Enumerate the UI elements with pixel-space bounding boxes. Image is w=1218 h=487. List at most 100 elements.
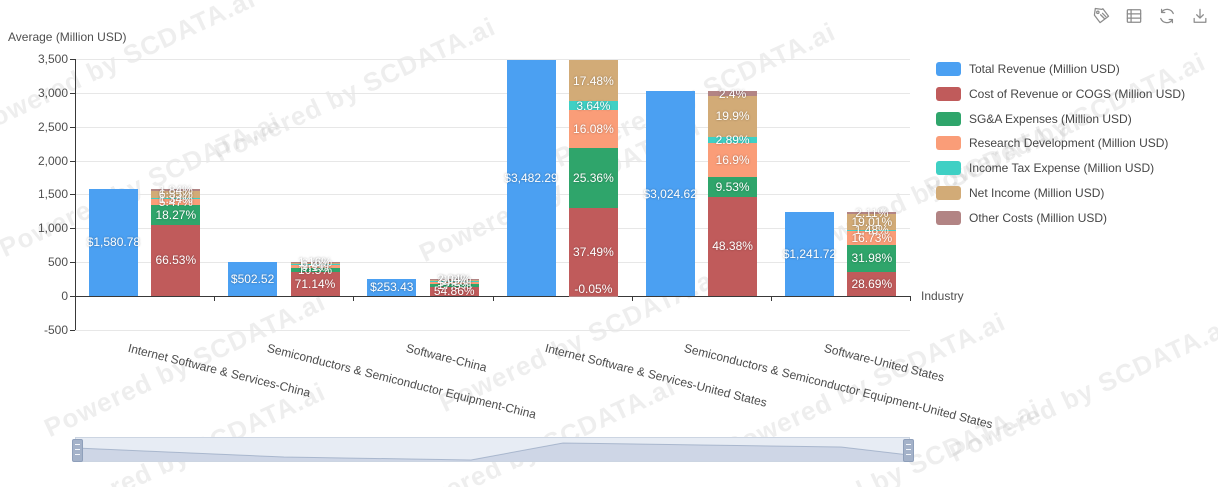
stack-slice[interactable] [568,60,618,102]
legend-swatch [936,136,961,151]
stack-slice-label: 18.27% [155,208,197,222]
watermark-text: Powered by SCDATA.ai [944,311,1218,468]
cost-breakdown-stack[interactable]: 48.38% 9.53% 16.9% 2.89% 19.9% 2.4% [708,0,758,487]
total-revenue-bar[interactable]: $3,482.29 [504,60,558,296]
table-view-icon[interactable] [1124,6,1144,26]
stack-slice[interactable] [151,224,201,296]
y-tick-label: 1,500 [37,187,68,202]
stack-slice-label: 3.64% [576,98,611,113]
stack-slice[interactable] [429,280,479,282]
legend-label: Total Revenue (Million USD) [969,62,1120,76]
x-tick-mark [631,296,633,301]
x-category-label: Software-China [404,341,489,375]
legend-item[interactable]: Total Revenue (Million USD) [936,62,1120,76]
legend-item[interactable]: Cost of Revenue or COGS (Million USD) [936,86,1186,101]
y-tick-mark [70,58,75,60]
datazoom-slider[interactable] [72,437,914,462]
stack-slice[interactable] [568,207,618,296]
stack-slice[interactable] [847,271,897,296]
y-tick-mark [70,262,75,264]
legend-label: Income Tax Expense (Million USD) [969,161,1155,176]
download-icon[interactable] [1190,6,1210,26]
stack-slice[interactable] [429,281,479,284]
stack-slice-label: 19.01% [851,214,893,229]
stack-slice-label: 66.53% [155,253,197,268]
total-revenue-bar[interactable]: $3,024.62 [643,91,697,296]
stack-slice[interactable] [290,271,340,296]
stack-slice-label: 9.6% [440,273,468,287]
stack-slice[interactable] [290,265,340,269]
datazoom-right-handle[interactable] [903,439,914,462]
total-revenue-value-label: $3,024.62 [643,186,697,201]
stack-slice[interactable] [429,283,479,287]
total-revenue-value-label: $1,580.78 [86,235,141,250]
stack-slice-label: 37.49% [573,244,614,259]
legend-label: Cost of Revenue or COGS (Million USD) [969,86,1186,101]
stack-slice[interactable] [429,286,479,296]
legend-item[interactable]: Other Costs (Million USD) [936,210,1107,225]
legend-item[interactable]: Income Tax Expense (Million USD) [936,161,1155,176]
stack-slice[interactable] [568,147,618,208]
total-revenue-bar[interactable]: $1,580.78 [86,188,141,296]
y-tick-label: 2,500 [37,119,68,134]
gridline [75,58,910,60]
y-tick-label: -500 [43,322,68,337]
refresh-icon[interactable] [1157,6,1177,26]
stack-slice[interactable] [708,136,758,143]
y-tick-mark [70,126,75,128]
total-revenue-bar[interactable]: $253.43 [367,278,417,296]
x-category-label: Semiconductors & Semiconductor Equipment… [265,341,538,422]
cost-breakdown-stack[interactable]: 71.14% 10.5% 9.1% 1.9% 6.2% 1.16% [290,0,340,487]
stack-slice[interactable] [847,213,897,230]
x-tick-mark [353,296,355,301]
stack-slice-label: 2.89% [715,132,750,147]
stack-slice[interactable] [290,268,340,272]
stack-slice[interactable] [151,205,201,225]
legend-item[interactable]: SG&A Expenses (Million USD) [936,111,1132,126]
y-tick-label: 500 [47,255,68,270]
datazoom-left-handle[interactable] [72,439,83,462]
stack-slice[interactable] [847,244,897,272]
stack-slice[interactable] [708,196,758,296]
x-category-label: Internet Software & Services-United Stat… [543,341,769,410]
stack-slice[interactable] [847,211,897,214]
y-tick-label: 2,000 [37,153,68,168]
gridline [75,92,910,94]
stack-slice-label: 17.5% [437,278,472,293]
tag-icon[interactable] [1091,6,1111,26]
stack-slice[interactable] [151,197,201,200]
cost-breakdown-stack[interactable]: 66.53% 18.27% 5.47% 1.34% 6.55% 1.84% [151,0,201,487]
stack-slice[interactable] [847,229,897,231]
stack-slice[interactable] [708,96,758,137]
stack-slice-label: 28.69% [851,276,893,291]
legend-item[interactable]: Net Income (Million USD) [936,186,1104,200]
legend-item[interactable]: Research Development (Million USD) [936,136,1169,151]
cost-breakdown-stack[interactable]: 37.49% 25.36% 16.08% 3.64% 17.48% -0.05% [568,0,618,487]
y-tick-mark [70,228,75,230]
cost-breakdown-stack[interactable]: 54.86% 17.5% 14.2% 1.8% 9.6% 2.04% [429,0,479,487]
stack-slice-label: 2.11% [855,205,889,220]
stack-slice[interactable] [847,230,897,245]
stack-slice[interactable] [568,109,618,148]
legend-swatch [936,111,961,126]
legend-label: Research Development (Million USD) [969,136,1169,151]
y-axis-title: Average (Million USD) [8,30,127,44]
y-tick-label: 3,500 [37,51,68,66]
total-revenue-value-label: $502.52 [230,271,275,286]
total-revenue-bar[interactable]: $1,241.72 [783,211,836,296]
total-revenue-bar[interactable]: $502.52 [228,261,278,296]
gridline [75,228,910,230]
stack-slice-label: 19.9% [715,109,750,124]
stack-slice[interactable] [290,264,340,266]
legend-swatch [936,210,961,225]
stack-slice[interactable] [429,278,479,280]
stack-slice[interactable] [151,199,201,206]
stack-slice[interactable] [151,188,201,191]
cost-breakdown-stack[interactable]: 28.69% 31.98% 16.73% 1.48% 19.01% 2.11% [847,0,897,487]
watermark-text: Powered by SCDATA.ai [209,11,501,168]
stack-slice[interactable] [429,279,479,281]
y-tick-mark [70,194,75,196]
stack-slice[interactable] [568,101,618,110]
stack-slice-label: 1.48% [854,223,889,238]
